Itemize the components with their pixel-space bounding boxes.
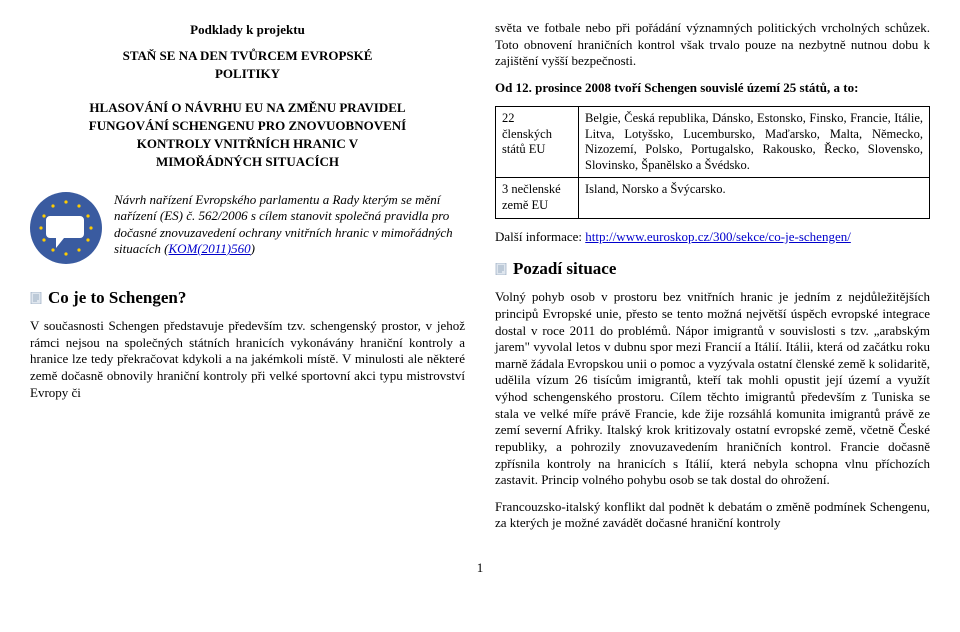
project-title: Podklady k projektu STAŇ SE NA DEN TVŮRC… <box>30 22 465 82</box>
row2-b: země EU <box>502 198 572 214</box>
schengen-25-line: Od 12. prosince 2008 tvoří Schengen souv… <box>495 80 930 96</box>
row2-a: 3 nečlenské <box>502 182 572 198</box>
cell-3-nonmembers-label: 3 nečlenské země EU <box>496 178 579 218</box>
subtitle-1: HLASOVÁNÍ O NÁVRHU EU NA ZMĚNU PRAVIDEL <box>30 100 465 116</box>
subtitle-4: MIMOŘÁDNÝCH SITUACÍCH <box>30 154 465 170</box>
proposal-plain: Návrh nařízení Evropského parlamentu a R… <box>114 192 453 256</box>
page-number: 1 <box>30 560 930 576</box>
schengen-paragraph: V současnosti Schengen představuje přede… <box>30 318 465 401</box>
row1-b: členských <box>502 127 572 143</box>
more-info-label: Další informace: <box>495 229 585 244</box>
table-row: 22 členských států EU Belgie, Česká repu… <box>496 106 930 178</box>
title-line-1: Podklady k projektu <box>30 22 465 38</box>
subtitle-3: KONTROLY VNITŘNÍCH HRANIC V <box>30 136 465 152</box>
proposal-text: Návrh nařízení Evropského parlamentu a R… <box>114 192 465 257</box>
section-title-background: Pozadí situace <box>513 259 616 279</box>
row1-a: 22 <box>502 111 572 127</box>
background-p1: Volný pohyb osob v prostoru bez vnitřníc… <box>495 289 930 489</box>
page-icon <box>30 292 42 304</box>
subtitle-2: FUNGOVÁNÍ SCHENGENU PRO ZNOVUOBNOVENÍ <box>30 118 465 134</box>
row1-c: států EU <box>502 142 572 158</box>
proposal-close: ) <box>251 241 255 256</box>
more-info-line: Další informace: http://www.euroskop.cz/… <box>495 229 930 246</box>
cell-3-nonmembers-list: Island, Norsko a Švýcarsko. <box>579 178 930 218</box>
eu-speech-icon <box>30 192 102 264</box>
background-p2: Francouzsko-italský konflikt dal podnět … <box>495 499 930 532</box>
section-title-schengen: Co je to Schengen? <box>48 288 186 308</box>
cell-22-members-list: Belgie, Česká republika, Dánsko, Estonsk… <box>579 106 930 178</box>
page-icon <box>495 263 507 275</box>
more-info-link[interactable]: http://www.euroskop.cz/300/sekce/co-je-s… <box>585 229 851 244</box>
table-row: 3 nečlenské země EU Island, Norsko a Švý… <box>496 178 930 218</box>
proposal-link[interactable]: KOM(2011)560 <box>169 241 251 256</box>
title-line-2: STAŇ SE NA DEN TVŮRCEM EVROPSKÉ <box>30 48 465 64</box>
section-header-background: Pozadí situace <box>495 259 930 279</box>
subtitle-block: HLASOVÁNÍ O NÁVRHU EU NA ZMĚNU PRAVIDEL … <box>30 100 465 170</box>
section-header-schengen: Co je to Schengen? <box>30 288 465 308</box>
proposal-block: Návrh nařízení Evropského parlamentu a R… <box>30 192 465 264</box>
title-line-3: POLITIKY <box>30 66 465 82</box>
cell-22-members-label: 22 členských států EU <box>496 106 579 178</box>
top-paragraph: světa ve fotbale nebo při pořádání význa… <box>495 20 930 70</box>
states-table: 22 členských států EU Belgie, Česká repu… <box>495 106 930 219</box>
